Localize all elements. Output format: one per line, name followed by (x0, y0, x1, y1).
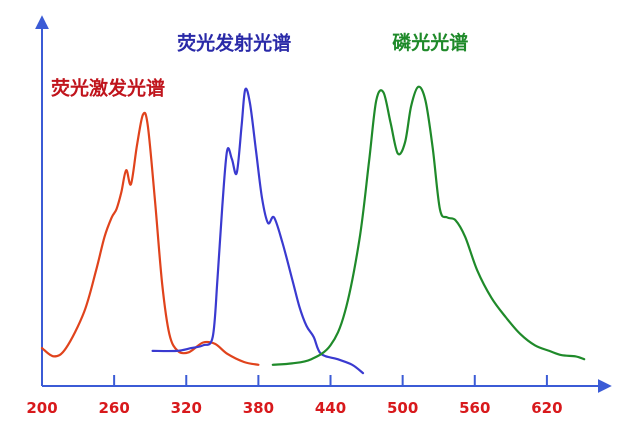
x-tick-label: 320 (171, 399, 202, 417)
x-tick-label: 380 (243, 399, 274, 417)
x-tick-label: 620 (531, 399, 562, 417)
axes (35, 15, 612, 393)
x-ticks: 200 260 320 380 440 500 560 620 (26, 375, 563, 417)
series-label-1: 荧光激发光谱 (51, 77, 165, 100)
series-label-3: 磷光光谱 (392, 31, 468, 54)
series-layer (40, 85, 586, 375)
series-label-2: 荧光发射光谱 (177, 32, 291, 55)
series-line-2 (151, 87, 365, 375)
series-line-1 (40, 111, 260, 366)
x-tick-label: 260 (98, 399, 129, 417)
series-line-3 (271, 85, 586, 366)
x-tick-label: 440 (315, 399, 346, 417)
x-tick-label: 200 (26, 399, 57, 417)
x-tick-label: 500 (387, 399, 418, 417)
x-tick-label: 560 (459, 399, 490, 417)
